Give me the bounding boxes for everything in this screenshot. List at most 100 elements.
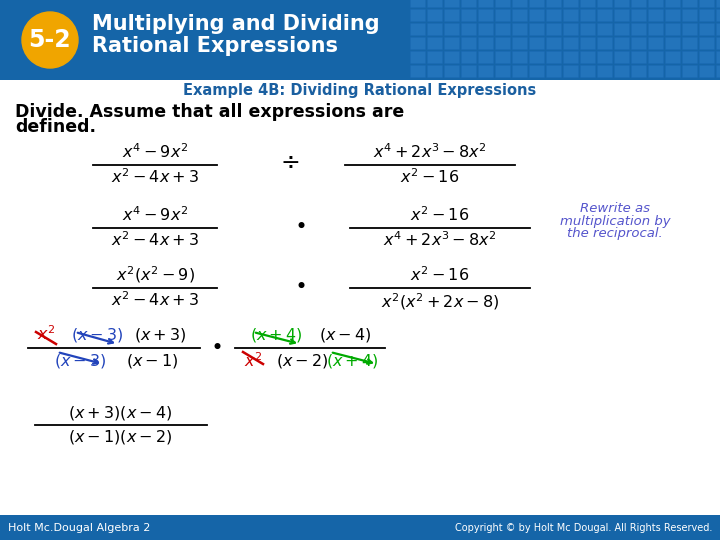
FancyBboxPatch shape (716, 51, 720, 63)
FancyBboxPatch shape (410, 0, 425, 7)
FancyBboxPatch shape (546, 65, 561, 77)
FancyBboxPatch shape (648, 0, 663, 7)
Text: $x^2 - 16$: $x^2 - 16$ (400, 168, 459, 187)
FancyBboxPatch shape (648, 65, 663, 77)
FancyBboxPatch shape (716, 0, 720, 7)
FancyBboxPatch shape (614, 9, 629, 21)
Text: Rational Expressions: Rational Expressions (92, 36, 338, 56)
FancyBboxPatch shape (699, 65, 714, 77)
FancyBboxPatch shape (478, 51, 493, 63)
FancyBboxPatch shape (461, 23, 476, 35)
Text: $\bullet$: $\bullet$ (294, 275, 306, 295)
FancyBboxPatch shape (410, 65, 425, 77)
FancyBboxPatch shape (512, 37, 527, 49)
Text: $(x + 3)$: $(x + 3)$ (134, 326, 186, 344)
FancyBboxPatch shape (597, 51, 612, 63)
Text: $(x - 3)$: $(x - 3)$ (71, 326, 123, 344)
FancyBboxPatch shape (495, 0, 510, 7)
FancyBboxPatch shape (427, 23, 442, 35)
Text: $(x - 2)$: $(x - 2)$ (276, 352, 328, 370)
FancyBboxPatch shape (529, 23, 544, 35)
Circle shape (22, 12, 78, 68)
Text: $\bullet$: $\bullet$ (294, 215, 306, 235)
FancyBboxPatch shape (512, 0, 527, 7)
FancyBboxPatch shape (529, 9, 544, 21)
FancyBboxPatch shape (495, 9, 510, 21)
Text: defined.: defined. (15, 118, 96, 136)
FancyBboxPatch shape (0, 0, 720, 80)
FancyBboxPatch shape (410, 37, 425, 49)
Text: $x^2$: $x^2$ (37, 325, 55, 344)
FancyBboxPatch shape (597, 23, 612, 35)
Text: Divide. Assume that all expressions are: Divide. Assume that all expressions are (15, 103, 404, 121)
FancyBboxPatch shape (648, 37, 663, 49)
Text: Rewrite as: Rewrite as (580, 201, 650, 214)
FancyBboxPatch shape (512, 23, 527, 35)
FancyBboxPatch shape (648, 51, 663, 63)
FancyBboxPatch shape (529, 65, 544, 77)
Text: $x^2(x^2 + 2x - 8)$: $x^2(x^2 + 2x - 8)$ (381, 291, 499, 312)
FancyBboxPatch shape (410, 51, 425, 63)
FancyBboxPatch shape (716, 23, 720, 35)
Text: $x^2 - 16$: $x^2 - 16$ (410, 266, 469, 285)
Text: $x^4 - 9x^2$: $x^4 - 9x^2$ (122, 143, 188, 162)
Text: $\div$: $\div$ (280, 151, 300, 173)
FancyBboxPatch shape (597, 0, 612, 7)
FancyBboxPatch shape (478, 0, 493, 7)
Text: $(x + 4)$: $(x + 4)$ (325, 352, 378, 370)
FancyBboxPatch shape (461, 9, 476, 21)
FancyBboxPatch shape (427, 37, 442, 49)
FancyBboxPatch shape (716, 65, 720, 77)
Text: $x^2(x^2 - 9)$: $x^2(x^2 - 9)$ (115, 264, 194, 285)
FancyBboxPatch shape (444, 23, 459, 35)
FancyBboxPatch shape (495, 23, 510, 35)
FancyBboxPatch shape (614, 65, 629, 77)
Text: $(x - 3)$: $(x - 3)$ (54, 352, 107, 370)
FancyBboxPatch shape (512, 51, 527, 63)
FancyBboxPatch shape (444, 51, 459, 63)
FancyBboxPatch shape (665, 37, 680, 49)
FancyBboxPatch shape (410, 23, 425, 35)
FancyBboxPatch shape (614, 23, 629, 35)
FancyBboxPatch shape (461, 65, 476, 77)
FancyBboxPatch shape (580, 0, 595, 7)
FancyBboxPatch shape (716, 37, 720, 49)
FancyBboxPatch shape (716, 9, 720, 21)
FancyBboxPatch shape (563, 0, 578, 7)
FancyBboxPatch shape (563, 37, 578, 49)
FancyBboxPatch shape (478, 9, 493, 21)
Text: Holt Mc.Dougal Algebra 2: Holt Mc.Dougal Algebra 2 (8, 523, 150, 533)
FancyBboxPatch shape (580, 9, 595, 21)
Text: $x^2 - 4x + 3$: $x^2 - 4x + 3$ (111, 291, 199, 310)
FancyBboxPatch shape (546, 23, 561, 35)
FancyBboxPatch shape (478, 37, 493, 49)
FancyBboxPatch shape (614, 0, 629, 7)
Text: $\bullet$: $\bullet$ (210, 336, 222, 356)
FancyBboxPatch shape (631, 23, 646, 35)
FancyBboxPatch shape (444, 37, 459, 49)
FancyBboxPatch shape (631, 65, 646, 77)
FancyBboxPatch shape (427, 51, 442, 63)
Text: $(x - 1)$: $(x - 1)$ (126, 352, 179, 370)
Text: $x^4 + 2x^3 - 8x^2$: $x^4 + 2x^3 - 8x^2$ (383, 231, 497, 249)
FancyBboxPatch shape (563, 9, 578, 21)
FancyBboxPatch shape (563, 65, 578, 77)
FancyBboxPatch shape (410, 9, 425, 21)
FancyBboxPatch shape (427, 65, 442, 77)
Text: Example 4B: Dividing Rational Expressions: Example 4B: Dividing Rational Expression… (184, 83, 536, 98)
FancyBboxPatch shape (597, 9, 612, 21)
Text: $x^2$: $x^2$ (243, 352, 262, 370)
Text: $x^2 - 4x + 3$: $x^2 - 4x + 3$ (111, 168, 199, 187)
Text: $(x + 4)$: $(x + 4)$ (250, 326, 302, 344)
FancyBboxPatch shape (682, 51, 697, 63)
Text: $(x - 4)$: $(x - 4)$ (319, 326, 372, 344)
FancyBboxPatch shape (546, 37, 561, 49)
FancyBboxPatch shape (682, 23, 697, 35)
FancyBboxPatch shape (665, 23, 680, 35)
FancyBboxPatch shape (665, 9, 680, 21)
FancyBboxPatch shape (682, 37, 697, 49)
FancyBboxPatch shape (427, 0, 442, 7)
FancyBboxPatch shape (444, 65, 459, 77)
FancyBboxPatch shape (631, 51, 646, 63)
FancyBboxPatch shape (495, 37, 510, 49)
